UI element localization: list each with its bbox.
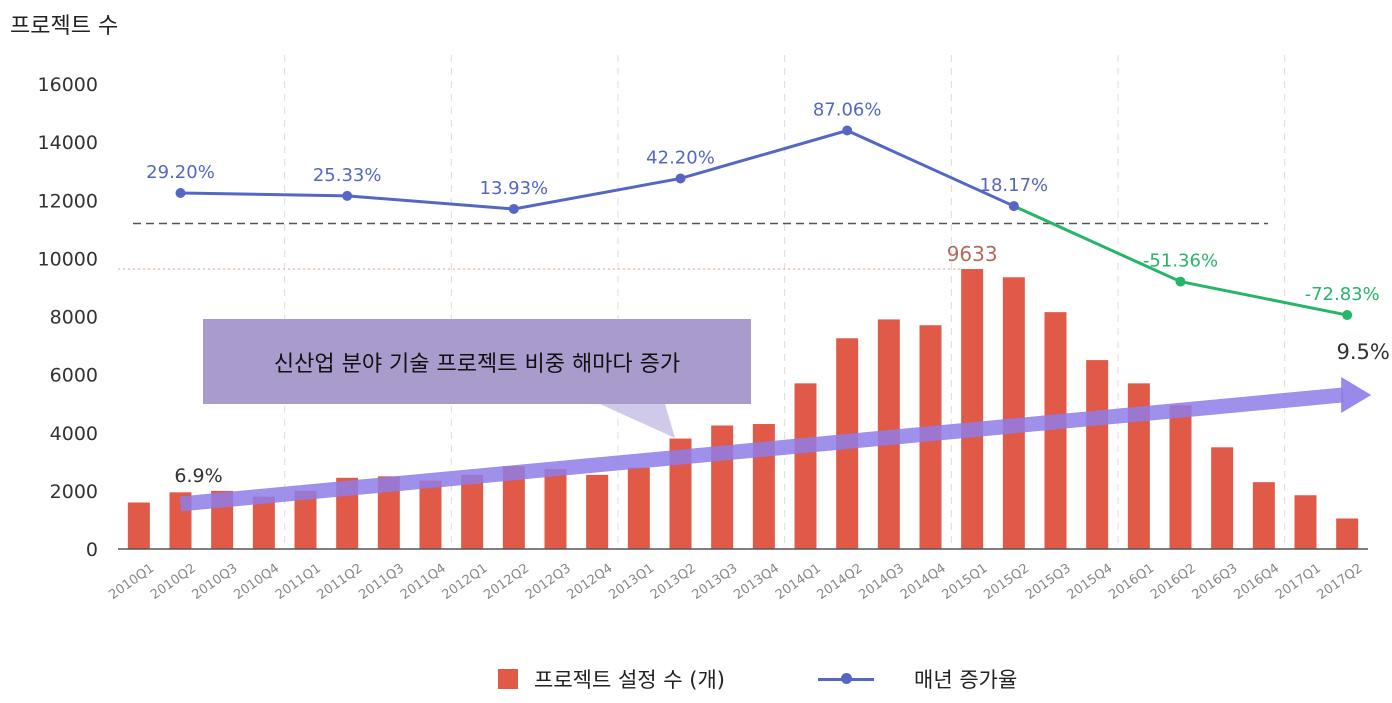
bar — [1336, 518, 1359, 549]
trend-arrow-shaft — [179, 387, 1344, 512]
growth-data-label: 87.06% — [813, 100, 882, 121]
bar — [669, 438, 692, 549]
x-tick-label: 2013Q2 — [648, 561, 699, 603]
bar — [1086, 360, 1109, 549]
growth-data-label: 25.33% — [313, 165, 382, 186]
x-tick-label: 2012Q2 — [481, 561, 532, 603]
y-axis-title: 프로젝트 수 — [10, 14, 119, 39]
growth-point — [342, 190, 353, 201]
bar — [586, 474, 609, 549]
growth-point — [675, 173, 686, 184]
trend-arrow-head — [1341, 376, 1372, 413]
peak-label: 9633 — [947, 242, 998, 266]
x-tick-label: 2012Q1 — [440, 561, 491, 603]
growth-point — [175, 187, 186, 198]
y-tick-label: 8000 — [50, 307, 98, 329]
y-tick-label: 16000 — [38, 74, 98, 96]
bar — [252, 496, 275, 549]
x-tick-label: 2011Q4 — [398, 561, 449, 603]
x-tick-label: 2010Q1 — [106, 561, 157, 603]
x-tick-label: 2012Q4 — [565, 561, 616, 603]
growth-point — [842, 125, 853, 136]
bar — [1169, 405, 1192, 549]
x-tick-label: 2013Q3 — [690, 561, 741, 603]
growth-point — [1008, 201, 1019, 212]
growth-point — [508, 203, 519, 214]
bar — [544, 469, 567, 549]
bar — [711, 425, 734, 549]
x-tick-label: 2016Q3 — [1190, 561, 1241, 603]
bar — [1294, 495, 1317, 549]
trend-end-label: 9.5% — [1336, 340, 1389, 364]
bar — [1044, 312, 1067, 549]
x-tick-label: 2016Q1 — [1106, 561, 1157, 603]
trend-start-label: 6.9% — [174, 465, 222, 487]
y-tick-label: 4000 — [50, 423, 98, 445]
x-tick-label: 2010Q4 — [231, 561, 282, 603]
x-tick-label: 2017Q2 — [1315, 561, 1366, 603]
x-tick-label: 2011Q3 — [356, 561, 407, 603]
legend: 프로젝트 설정 수 (개) 매년 증가율 — [0, 664, 1392, 698]
x-tick-label: 2015Q2 — [981, 561, 1032, 603]
bar — [419, 480, 442, 549]
x-tick-label: 2016Q4 — [1231, 561, 1282, 603]
bar — [502, 466, 525, 549]
x-tick-label: 2015Q3 — [1023, 561, 1074, 603]
x-tick-label: 2015Q1 — [940, 561, 991, 603]
x-tick-label: 2012Q3 — [523, 561, 574, 603]
legend-line-label: 매년 증가율 — [914, 668, 1018, 692]
y-tick-label: 2000 — [50, 481, 98, 503]
growth-line-segment — [180, 128, 1015, 211]
x-tick-label: 2015Q4 — [1065, 561, 1116, 603]
growth-data-label: -72.83% — [1305, 284, 1380, 305]
bar — [1211, 447, 1234, 549]
x-tick-label: 2010Q2 — [148, 561, 199, 603]
x-tick-label: 2017Q1 — [1273, 561, 1324, 603]
bar — [461, 474, 484, 549]
x-tick-label: 2013Q1 — [606, 561, 657, 603]
bar — [627, 467, 650, 549]
growth-data-label: 18.17% — [980, 175, 1049, 196]
legend-item-line: 매년 증가율 — [818, 664, 1017, 694]
growth-data-label: -51.36% — [1143, 251, 1218, 272]
x-tick-label: 2011Q1 — [273, 561, 324, 603]
bar — [127, 502, 150, 549]
x-tick-label: 2013Q4 — [731, 561, 782, 603]
y-tick-label: 6000 — [50, 365, 98, 387]
x-tick-label: 2010Q3 — [190, 561, 241, 603]
growth-data-label: 13.93% — [480, 178, 549, 199]
legend-bar-label: 프로젝트 설정 수 (개) — [534, 668, 725, 692]
callout-pointer — [600, 404, 675, 438]
legend-line-swatch — [818, 669, 874, 689]
x-tick-label: 2014Q4 — [898, 561, 949, 603]
bar — [794, 383, 817, 549]
legend-item-bar: 프로젝트 설정 수 (개) — [498, 664, 725, 694]
growth-point — [1175, 276, 1186, 287]
bar — [1002, 277, 1025, 549]
y-tick-label: 0 — [86, 539, 98, 561]
callout-box: 신산업 분야 기술 프로젝트 비중 해마다 증가 — [203, 319, 751, 404]
x-tick-label: 2014Q3 — [856, 561, 907, 603]
x-tick-label: 2014Q2 — [815, 561, 866, 603]
growth-point — [1342, 310, 1353, 321]
growth-data-label: 29.20% — [146, 162, 215, 183]
growth-data-label: 42.20% — [646, 147, 715, 168]
bar — [294, 490, 317, 549]
bar — [961, 269, 984, 549]
y-tick-label: 10000 — [38, 248, 98, 270]
bar — [1127, 383, 1150, 549]
x-tick-label: 2014Q1 — [773, 561, 824, 603]
y-tick-label: 12000 — [38, 190, 98, 212]
x-tick-label: 2016Q2 — [1148, 561, 1199, 603]
x-tick-label: 2011Q2 — [315, 561, 366, 603]
bar — [377, 476, 400, 549]
bar — [1252, 482, 1275, 549]
y-tick-label: 14000 — [38, 132, 98, 154]
legend-bar-swatch — [498, 669, 518, 689]
